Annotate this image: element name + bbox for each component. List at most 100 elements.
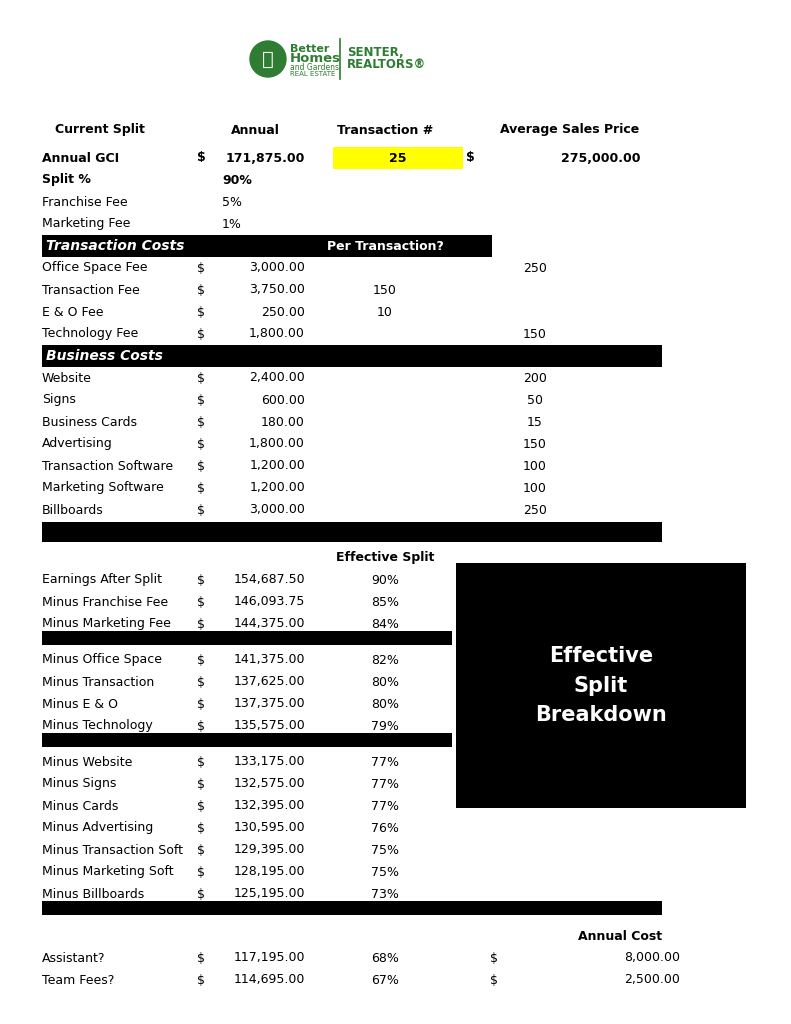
Text: 150: 150	[373, 284, 397, 297]
Text: 77%: 77%	[371, 756, 399, 768]
Text: $: $	[197, 504, 205, 516]
Text: 128,195.00: 128,195.00	[233, 865, 305, 879]
Text: Better: Better	[290, 44, 329, 54]
Text: Marketing Fee: Marketing Fee	[42, 217, 131, 230]
Text: $: $	[197, 653, 205, 667]
Text: 1,800.00: 1,800.00	[249, 437, 305, 451]
Text: 50: 50	[527, 393, 543, 407]
Text: 15: 15	[527, 416, 543, 428]
Text: 250: 250	[523, 261, 547, 274]
Text: 8,000.00: 8,000.00	[624, 951, 680, 965]
Text: $: $	[197, 152, 206, 165]
Text: Business Costs: Business Costs	[46, 349, 163, 362]
Text: 129,395.00: 129,395.00	[233, 844, 305, 856]
Text: Franchise Fee: Franchise Fee	[42, 196, 127, 209]
Bar	[333, 147, 463, 169]
Text: 132,395.00: 132,395.00	[233, 800, 305, 812]
Text: 154,687.50: 154,687.50	[233, 573, 305, 587]
Text: $: $	[197, 974, 205, 986]
Text: Minus Advertising: Minus Advertising	[42, 821, 153, 835]
Text: $: $	[197, 261, 205, 274]
Text: Technology Fee: Technology Fee	[42, 328, 138, 341]
Text: $: $	[197, 676, 205, 688]
Bar	[42, 901, 662, 915]
Text: Minus Marketing Fee: Minus Marketing Fee	[42, 617, 171, 631]
Text: 146,093.75: 146,093.75	[233, 596, 305, 608]
Text: 130,595.00: 130,595.00	[233, 821, 305, 835]
Text: $: $	[197, 865, 205, 879]
Text: 180.00: 180.00	[261, 416, 305, 428]
Text: Per Month?: Per Month?	[495, 240, 575, 253]
Text: $: $	[197, 720, 205, 732]
Text: $: $	[490, 951, 498, 965]
Text: Billboards: Billboards	[42, 504, 104, 516]
Text: Minus Marketing Soft: Minus Marketing Soft	[42, 865, 174, 879]
Text: Homes: Homes	[290, 51, 341, 65]
Text: Average Sales Price: Average Sales Price	[501, 124, 640, 136]
Text: Effective Split: Effective Split	[336, 552, 434, 564]
Text: Minus Billboards: Minus Billboards	[42, 888, 144, 900]
Text: Signs: Signs	[42, 393, 76, 407]
Text: $: $	[197, 844, 205, 856]
Text: 125,195.00: 125,195.00	[233, 888, 305, 900]
Text: 73%: 73%	[371, 888, 399, 900]
Text: 200: 200	[523, 372, 547, 384]
Text: Advertising: Advertising	[42, 437, 113, 451]
Text: 150: 150	[523, 328, 547, 341]
Text: 100: 100	[523, 460, 547, 472]
Text: $: $	[197, 437, 205, 451]
Text: 144,375.00: 144,375.00	[233, 617, 305, 631]
Text: Team Fees?: Team Fees?	[42, 974, 115, 986]
Text: 90%: 90%	[222, 173, 252, 186]
Text: $: $	[197, 305, 205, 318]
Text: 5%: 5%	[222, 196, 242, 209]
Text: 84%: 84%	[371, 617, 399, 631]
Text: 3,750.00: 3,750.00	[249, 284, 305, 297]
Text: Earnings After Split: Earnings After Split	[42, 573, 162, 587]
Bar	[42, 234, 492, 257]
Text: 137,375.00: 137,375.00	[233, 697, 305, 711]
Text: 600.00: 600.00	[261, 393, 305, 407]
Text: 80%: 80%	[371, 676, 399, 688]
Text: 133,175.00: 133,175.00	[233, 756, 305, 768]
Text: 3,000.00: 3,000.00	[249, 504, 305, 516]
Text: 132,575.00: 132,575.00	[233, 777, 305, 791]
Text: 100: 100	[523, 481, 547, 495]
Text: Current Split: Current Split	[55, 124, 145, 136]
Text: 275,000.00: 275,000.00	[561, 152, 640, 165]
Bar	[42, 345, 662, 367]
Circle shape	[250, 41, 286, 77]
Text: 3,000.00: 3,000.00	[249, 261, 305, 274]
Text: Transaction Fee: Transaction Fee	[42, 284, 140, 297]
Bar	[42, 522, 662, 542]
Text: Business Cards: Business Cards	[42, 416, 137, 428]
Text: Website: Website	[42, 372, 92, 384]
Text: Minus Website: Minus Website	[42, 756, 132, 768]
Text: $: $	[197, 888, 205, 900]
Text: 76%: 76%	[371, 821, 399, 835]
Text: Annual Cost: Annual Cost	[578, 930, 662, 942]
Text: 77%: 77%	[371, 800, 399, 812]
Text: 75%: 75%	[371, 865, 399, 879]
Text: 77%: 77%	[371, 777, 399, 791]
Text: Transaction Software: Transaction Software	[42, 460, 173, 472]
Text: Transaction #: Transaction #	[337, 124, 433, 136]
Text: $: $	[197, 284, 205, 297]
Text: $: $	[197, 777, 205, 791]
Text: 1,200.00: 1,200.00	[249, 460, 305, 472]
Text: 150: 150	[523, 437, 547, 451]
Text: 2,400.00: 2,400.00	[249, 372, 305, 384]
Text: 114,695.00: 114,695.00	[233, 974, 305, 986]
Text: Assistant?: Assistant?	[42, 951, 105, 965]
Text: $: $	[197, 393, 205, 407]
Text: Split %: Split %	[42, 173, 91, 186]
Text: 117,195.00: 117,195.00	[233, 951, 305, 965]
Text: $: $	[466, 152, 475, 165]
Text: $: $	[197, 951, 205, 965]
Text: $: $	[197, 481, 205, 495]
Bar	[42, 733, 452, 746]
Text: Per Transaction?: Per Transaction?	[327, 240, 444, 253]
Text: 1,200.00: 1,200.00	[249, 481, 305, 495]
Text: Minus Signs: Minus Signs	[42, 777, 116, 791]
Text: REAL ESTATE: REAL ESTATE	[290, 71, 335, 77]
